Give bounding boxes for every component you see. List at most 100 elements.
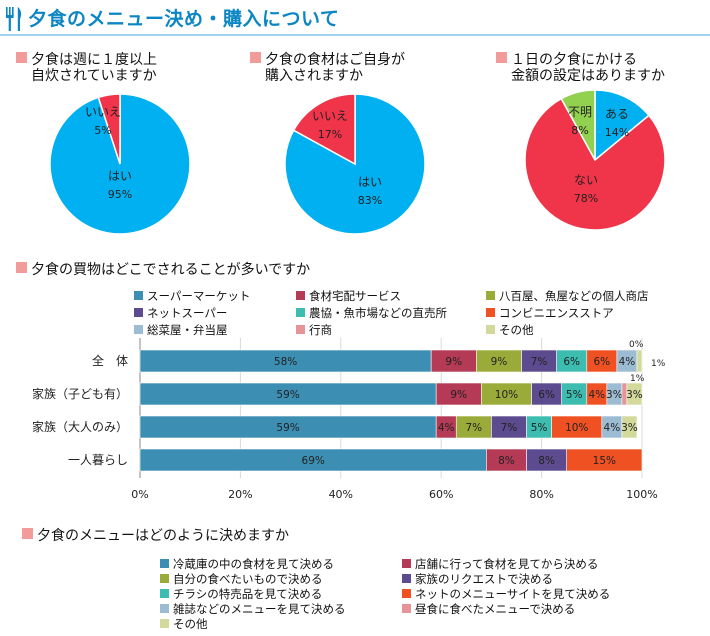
bar-data-label: 59% bbox=[276, 389, 299, 401]
legend-label: 冷蔵庫の中の食材を見て決める bbox=[173, 557, 334, 571]
legend-label: 自分の食べたいもので決める bbox=[173, 572, 323, 586]
legend-swatch bbox=[296, 291, 305, 300]
menu-legend-item: ネットのメニューサイトを見て決める bbox=[402, 586, 610, 602]
pie-value-q2-1: 17% bbox=[318, 128, 342, 141]
legend-swatch bbox=[296, 308, 305, 317]
bar-data-label: 9% bbox=[491, 356, 508, 368]
bar-data-label: 4% bbox=[604, 422, 621, 434]
bar-annotation: 0% bbox=[629, 340, 644, 350]
x-tick-label: 40% bbox=[329, 488, 353, 501]
bar-legend-item: コンビニエンスストア bbox=[486, 305, 614, 321]
bar-data-label: 6% bbox=[563, 356, 580, 368]
menu-legend-item: 店舗に行って食材を見てから決める bbox=[402, 556, 598, 572]
bar-segment bbox=[636, 349, 643, 373]
bar-data-label: 8% bbox=[538, 455, 555, 467]
bar-data-label: 58% bbox=[274, 356, 297, 368]
legend-swatch bbox=[402, 559, 411, 568]
pie-chart-q2: はい 83% いいえ 17% bbox=[284, 93, 426, 235]
legend-label: スーパーマーケット bbox=[147, 289, 251, 303]
pie-slice-q1-1 bbox=[97, 93, 121, 165]
legend-swatch bbox=[486, 291, 495, 300]
category-label: 家族（大人のみ） bbox=[32, 419, 128, 434]
legend-swatch bbox=[402, 589, 411, 598]
menu-legend-item: 昼食に食べたメニューで決める bbox=[402, 601, 575, 617]
stacked-bar-chart: 0% 20% 40% 60% 80% 100% 全 体 58% 9% 9% 7% 6% 6% 4% 家族（子… bbox=[32, 338, 666, 501]
bar-legend-item: 農協・魚市場などの直売所 bbox=[296, 305, 447, 321]
pie-value-q2-0: 83% bbox=[358, 194, 382, 207]
category-label: 全 体 bbox=[92, 353, 128, 368]
legend-swatch bbox=[486, 325, 495, 334]
legend-swatch bbox=[486, 308, 495, 317]
pie-label-q2-0: はい bbox=[358, 175, 382, 189]
pie-chart-q3: ある 14% ない 78% 不明 8% bbox=[524, 89, 666, 231]
pie-label-q2-1: いいえ bbox=[312, 109, 348, 123]
bar-legend-item: 食材宅配サービス bbox=[296, 288, 401, 304]
bar-data-label: 3% bbox=[626, 389, 643, 401]
bar-data-label: 9% bbox=[445, 356, 462, 368]
bar-data-label: 5% bbox=[566, 389, 583, 401]
pie-label-q1-0: はい bbox=[108, 169, 132, 183]
legend-label: 総菜屋・弁当屋 bbox=[147, 323, 228, 337]
legend-label: 行商 bbox=[309, 323, 332, 337]
legend-swatch bbox=[296, 325, 305, 334]
bar-annotation: 1% bbox=[630, 374, 645, 384]
legend-label: 食材宅配サービス bbox=[309, 289, 401, 303]
pie-slice-q2-1 bbox=[292, 93, 356, 166]
bar-data-label: 7% bbox=[501, 422, 518, 434]
legend-swatch bbox=[160, 604, 169, 613]
bar-data-label: 7% bbox=[531, 356, 548, 368]
menu-legend-item: 自分の食べたいもので決める bbox=[160, 571, 323, 587]
bar-segment bbox=[566, 448, 643, 472]
pie-q3-title: １日の夕食にかける 金額の設定はありますか bbox=[496, 52, 665, 84]
menu-section-title: 夕食のメニューはどのように決めますか bbox=[22, 528, 289, 544]
legend-label: 農協・魚市場などの直売所 bbox=[309, 306, 447, 320]
bar-legend-item: ネットスーパー bbox=[134, 305, 227, 321]
bar-section-title: 夕食の買物はどこでされることが多いですか bbox=[16, 262, 310, 278]
bar-data-label: 4% bbox=[588, 389, 605, 401]
pie-q1-title: 夕食は週に１度以上 自炊されていますか bbox=[16, 52, 157, 84]
header-divider bbox=[0, 34, 710, 36]
bar-data-label: 69% bbox=[302, 455, 325, 467]
bar-segment bbox=[626, 382, 643, 406]
legend-label: その他 bbox=[499, 323, 534, 337]
bar-data-label: 15% bbox=[593, 455, 616, 467]
pie-slice-q3-2 bbox=[560, 89, 596, 161]
legend-swatch bbox=[134, 325, 143, 334]
bar-legend-item: 八百屋、魚屋などの個人商店 bbox=[486, 288, 649, 304]
bar-segment bbox=[621, 415, 638, 439]
menu-legend-item: チラシの特売品を見て決める bbox=[160, 586, 322, 602]
bar-annotation: 1% bbox=[651, 359, 666, 369]
x-tick-label: 20% bbox=[228, 488, 252, 501]
category-label: 家族（子ども有） bbox=[32, 386, 128, 401]
bar-data-label: 5% bbox=[531, 422, 548, 434]
menu-legend-item: 雑誌などのメニューを見て決める bbox=[160, 601, 346, 617]
page-title: 夕食のメニュー決め・購入について bbox=[28, 8, 340, 30]
pie-q2-title: 夕食の食材はご自身が 購入されますか bbox=[250, 52, 405, 84]
x-tick-label: 100% bbox=[626, 488, 657, 501]
bar-data-label: 9% bbox=[450, 389, 467, 401]
legend-swatch bbox=[134, 308, 143, 317]
bar-data-label: 6% bbox=[594, 356, 611, 368]
legend-swatch bbox=[160, 559, 169, 568]
bar-legend-item: その他 bbox=[486, 322, 534, 338]
bar-data-label: 7% bbox=[465, 422, 482, 434]
bar-data-label: 8% bbox=[498, 455, 515, 467]
legend-swatch bbox=[134, 291, 143, 300]
legend-label: 店舗に行って食材を見てから決める bbox=[415, 557, 599, 571]
bar-data-label: 6% bbox=[538, 389, 555, 401]
legend-swatch bbox=[160, 589, 169, 598]
bar-legend-item: 総菜屋・弁当屋 bbox=[134, 322, 228, 338]
x-tick-label: 0% bbox=[131, 488, 148, 501]
pie-label-q3-1: ない bbox=[574, 173, 598, 187]
bar-legend-item: 行商 bbox=[296, 322, 332, 338]
pie-value-q3-1: 78% bbox=[574, 192, 598, 205]
legend-label: その他 bbox=[173, 617, 208, 631]
x-tick-label: 80% bbox=[529, 488, 553, 501]
bar-data-label: 59% bbox=[276, 422, 299, 434]
bar-data-label: 4% bbox=[619, 356, 636, 368]
legend-label: コンビニエンスストア bbox=[499, 306, 614, 320]
fork-knife-icon bbox=[6, 7, 22, 31]
legend-label: 家族のリクエストで決める bbox=[415, 572, 553, 586]
pie-label-q3-2: 不明 bbox=[568, 105, 592, 119]
menu-legend-item: 冷蔵庫の中の食材を見て決める bbox=[160, 556, 334, 572]
